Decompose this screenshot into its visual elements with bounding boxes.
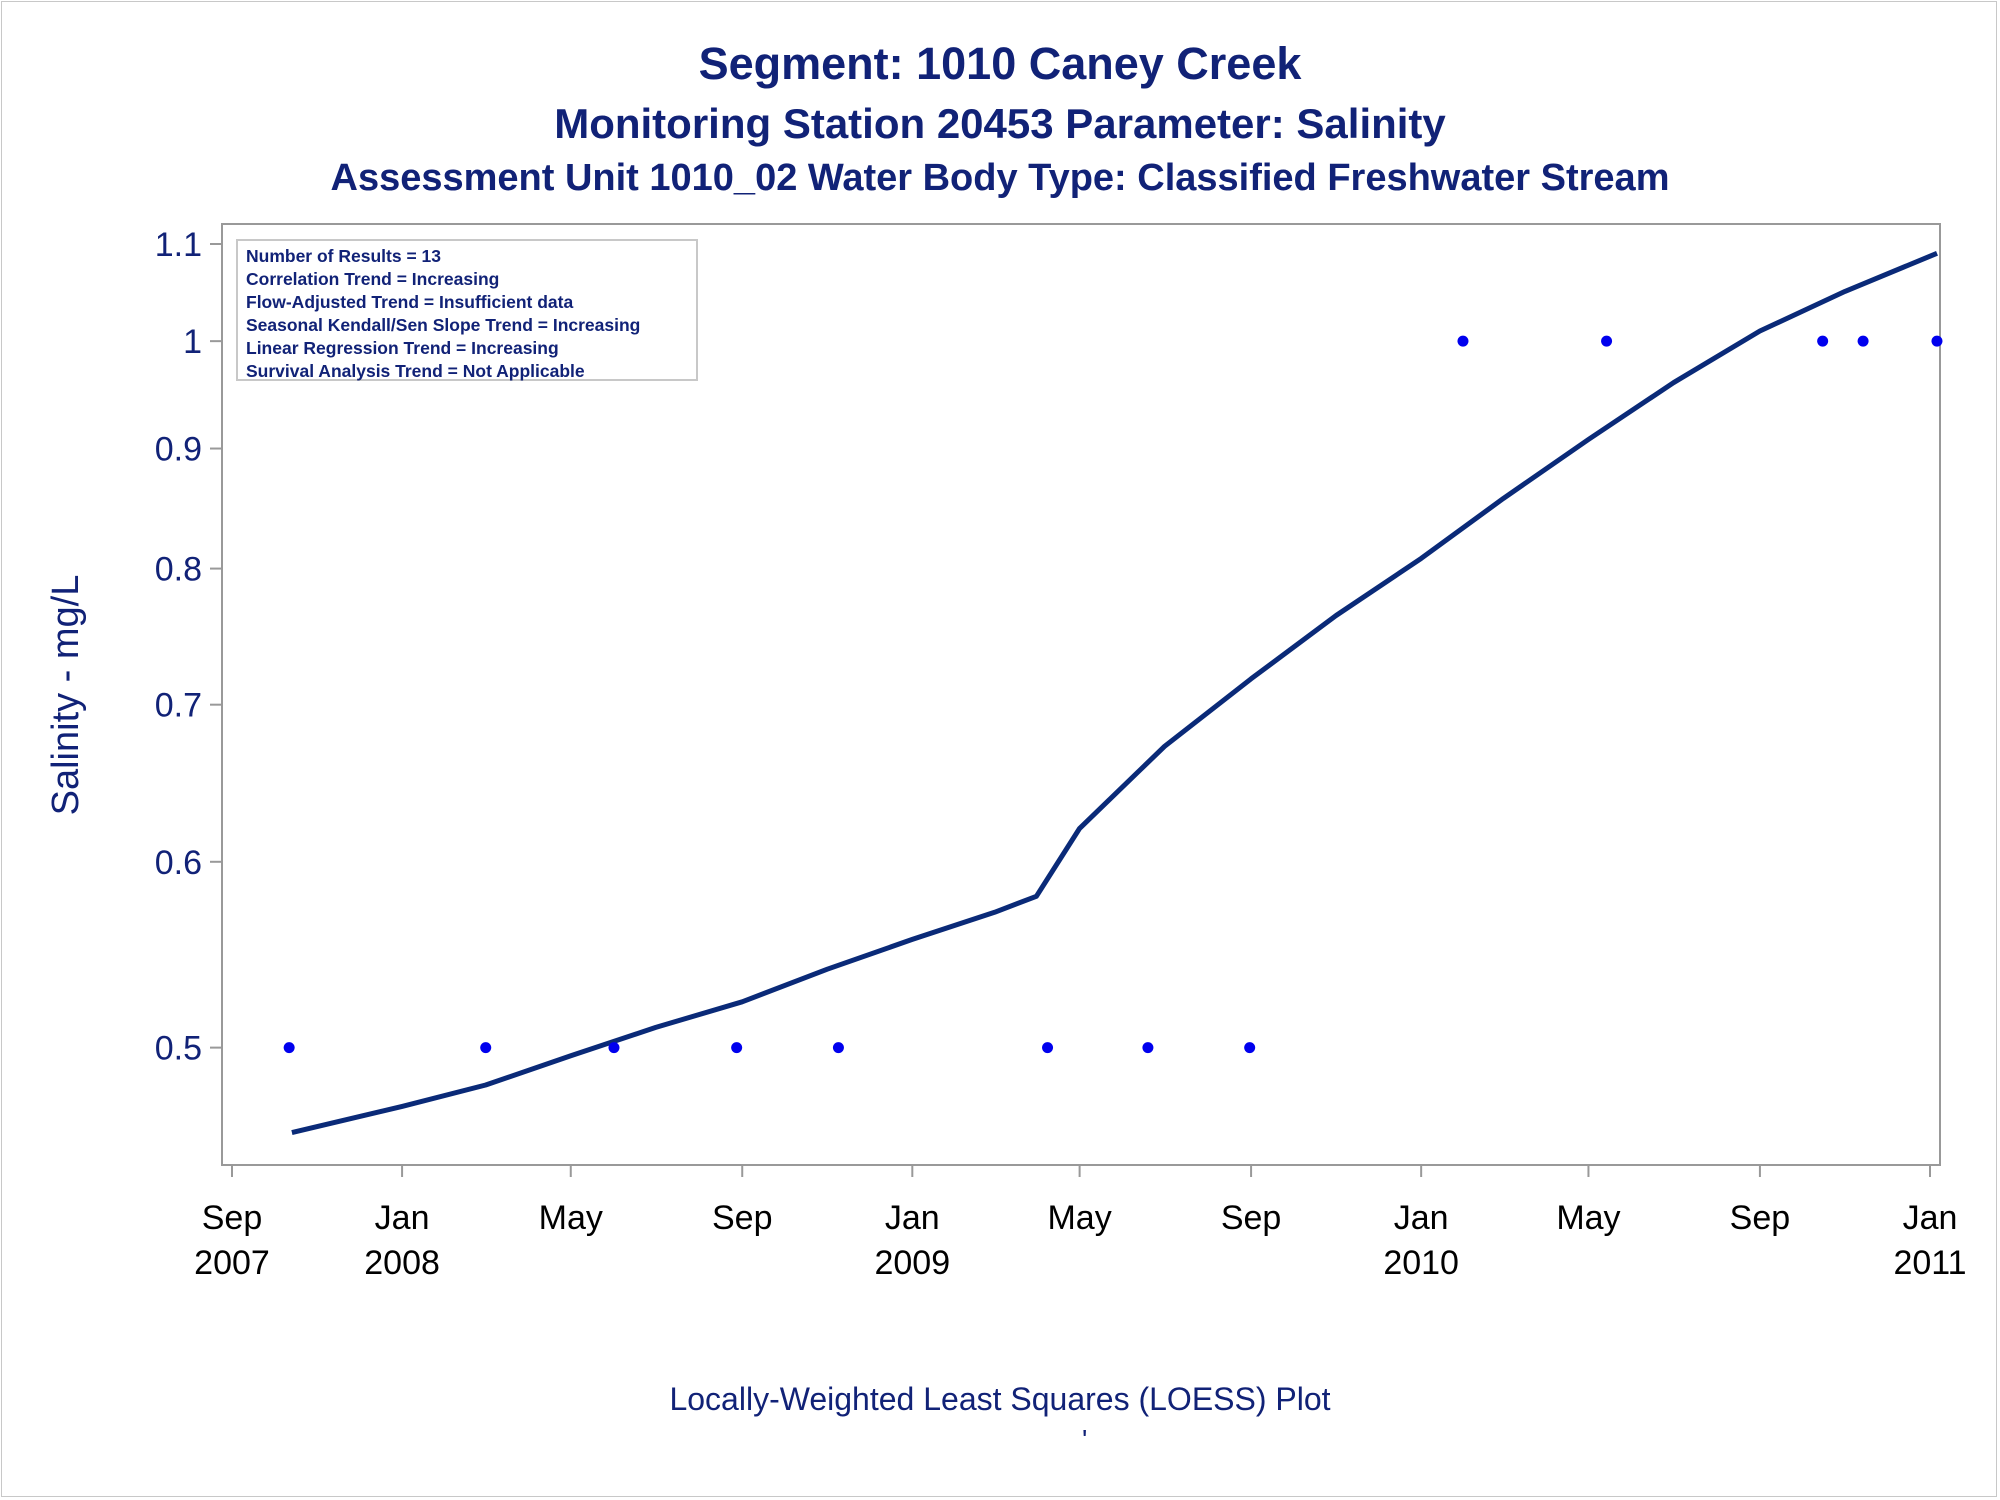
x-tick-label: Sep bbox=[712, 1199, 773, 1237]
chart-marks bbox=[283, 250, 1943, 1136]
x-tick-label: Sep bbox=[1730, 1199, 1791, 1237]
data-point bbox=[283, 1042, 295, 1054]
x-tick-label-year: 2007 bbox=[194, 1244, 270, 1282]
data-point bbox=[1042, 1042, 1054, 1054]
axes: 0.5 0.6 0.7 0.8 0.9 1 1.1 Sep 2007 Jan 2008 May Sep J… bbox=[155, 223, 1967, 1282]
stat-number-of-results: Number of Results = 13 bbox=[246, 246, 441, 266]
data-point bbox=[1601, 335, 1613, 347]
x-tick-label: May bbox=[539, 1199, 603, 1237]
x-tick-label: Jan bbox=[885, 1199, 940, 1237]
data-point bbox=[480, 1042, 492, 1054]
x-tick-label: Sep bbox=[202, 1199, 263, 1237]
chart-title: Segment: 1010 Caney Creek bbox=[698, 38, 1302, 89]
y-tick-label: 1 bbox=[183, 323, 202, 361]
x-tick-label-year: 2011 bbox=[1893, 1244, 1966, 1282]
x-tick-label: Sep bbox=[1221, 1199, 1282, 1237]
y-tick-label: 0.9 bbox=[155, 431, 202, 469]
loess-line bbox=[291, 250, 1938, 1136]
data-point bbox=[1817, 335, 1829, 347]
data-point bbox=[1857, 335, 1869, 347]
y-tick-label: 0.6 bbox=[155, 844, 202, 882]
x-tick-label: Jan bbox=[1394, 1199, 1449, 1237]
y-tick-label: 0.5 bbox=[155, 1030, 202, 1068]
stat-linear-regression-trend: Linear Regression Trend = Increasing bbox=[246, 338, 559, 358]
y-tick-label: 1.1 bbox=[155, 226, 202, 264]
x-tick-label: May bbox=[1556, 1199, 1620, 1237]
chart-subtitle-2: Assessment Unit 1010_02 Water Body Type:… bbox=[330, 157, 1670, 199]
stat-survival-analysis-trend: Survival Analysis Trend = Not Applicable bbox=[246, 361, 585, 381]
trend-statistics-box: Number of Results = 13 Correlation Trend… bbox=[236, 239, 698, 381]
x-tick-label: May bbox=[1047, 1199, 1111, 1237]
chart-subtitle: Monitoring Station 20453 Parameter: Sali… bbox=[554, 100, 1446, 147]
x-tick-label-year: 2009 bbox=[874, 1244, 950, 1282]
data-point bbox=[731, 1042, 743, 1054]
data-point bbox=[1457, 335, 1469, 347]
plot-frame bbox=[221, 223, 1941, 1166]
stat-flow-adjusted-trend: Flow-Adjusted Trend = Insufficient data bbox=[246, 292, 574, 312]
x-tick-label-year: 2010 bbox=[1383, 1244, 1459, 1282]
y-tick-label: 0.7 bbox=[155, 687, 202, 725]
x-tick-label-year: 2008 bbox=[364, 1244, 440, 1282]
footnote-mark: ' bbox=[1082, 1424, 1088, 1455]
y-axis-label: Salinity - mg/L bbox=[45, 575, 87, 816]
data-point bbox=[1142, 1042, 1154, 1054]
x-tick-label: Jan bbox=[1903, 1199, 1958, 1237]
data-point bbox=[832, 1042, 844, 1054]
stat-seasonal-kendall-trend: Seasonal Kendall/Sen Slope Trend = Incre… bbox=[246, 315, 641, 335]
y-tick-label: 0.8 bbox=[155, 551, 202, 589]
plot-footnote: Locally-Weighted Least Squares (LOESS) P… bbox=[669, 1381, 1331, 1417]
stat-correlation-trend: Correlation Trend = Increasing bbox=[246, 269, 500, 289]
x-tick-label: Jan bbox=[375, 1199, 430, 1237]
data-point bbox=[1931, 335, 1943, 347]
data-point bbox=[1244, 1042, 1256, 1054]
data-point bbox=[608, 1042, 620, 1054]
